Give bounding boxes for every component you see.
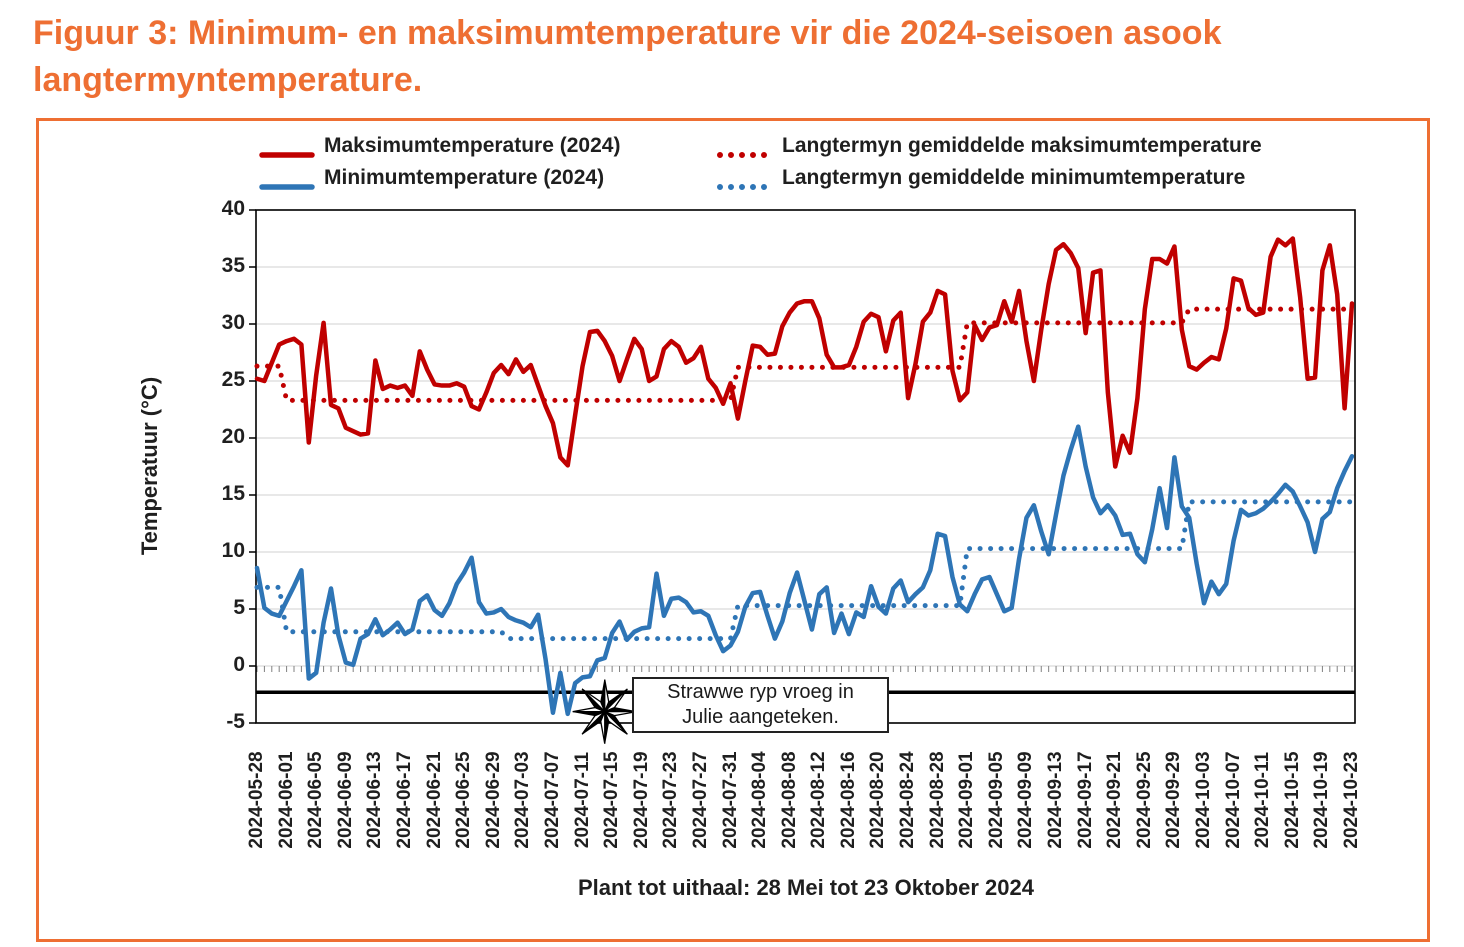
legend-label: Minimumtemperature (2024) xyxy=(324,166,605,189)
x-tick-label-2024-09-13: 2024-09-13 xyxy=(1045,751,1067,849)
x-tick-label-2024-08-04: 2024-08-04 xyxy=(749,751,771,849)
x-tick-label-2024-09-17: 2024-09-17 xyxy=(1074,751,1096,849)
x-tick-label-2024-09-05: 2024-09-05 xyxy=(985,751,1007,849)
y-tick-label-15: 15 xyxy=(221,482,245,505)
x-axis-title: Plant tot uithaal: 28 Mei tot 23 Oktober… xyxy=(578,875,1034,900)
legend-marker-min-solid-icon xyxy=(258,174,316,190)
x-tick-label-2024-09-25: 2024-09-25 xyxy=(1133,751,1155,849)
legend-marker-min-dotted-icon xyxy=(716,174,774,190)
x-tick-label-2024-10-19: 2024-10-19 xyxy=(1311,751,1333,849)
y-tick-label-30: 30 xyxy=(221,311,245,334)
frost-note-box: Strawwe ryp vroeg in Julie aangeteken. xyxy=(632,677,889,733)
y-tick-label-5: 5 xyxy=(233,596,245,619)
page-title: Figuur 3: Minimum- en maksimumtemperatur… xyxy=(33,10,1333,104)
legend-marker-max-solid-icon xyxy=(258,142,316,158)
x-tick-label-2024-08-20: 2024-08-20 xyxy=(867,751,889,849)
legend-label: Maksimumtemperature (2024) xyxy=(324,134,621,157)
x-tick-label-2024-07-03: 2024-07-03 xyxy=(512,751,534,849)
plot-border xyxy=(255,209,1356,724)
y-tick-label-0: 0 xyxy=(233,653,245,676)
series-line-longterm-max xyxy=(254,306,1355,403)
series-line-longterm-min xyxy=(254,499,1355,642)
y-tick-label--5: -5 xyxy=(226,710,245,733)
legend-row-4: Langtermyn gemiddelde minimumtemperature xyxy=(716,163,1245,193)
x-tick-label-2024-08-08: 2024-08-08 xyxy=(778,751,800,849)
legend-marker-max-dotted-icon xyxy=(716,142,774,158)
legend-item-max-2024: Maksimumtemperature (2024) xyxy=(258,134,620,158)
x-tick-label-2024-09-29: 2024-09-29 xyxy=(1163,751,1185,849)
y-tick-label-10: 10 xyxy=(221,539,245,562)
page-title-line-1: Figuur 3: Minimum- en maksimumtemperatur… xyxy=(33,14,1222,52)
y-tick-label-25: 25 xyxy=(221,368,245,391)
x-tick-label-2024-07-19: 2024-07-19 xyxy=(630,751,652,849)
x-tick-label-2024-06-17: 2024-06-17 xyxy=(393,751,415,849)
x-tick-label-2024-08-16: 2024-08-16 xyxy=(837,751,859,849)
legend-row-3: Langtermyn gemiddelde maksimumtemperatur… xyxy=(716,131,1262,161)
x-tick-label-2024-06-01: 2024-06-01 xyxy=(275,751,297,849)
x-tick-label-2024-10-03: 2024-10-03 xyxy=(1193,751,1215,849)
x-tick-label-2024-07-27: 2024-07-27 xyxy=(689,751,711,849)
x-tick-label-2024-06-13: 2024-06-13 xyxy=(364,751,386,849)
x-tick-label-2024-06-29: 2024-06-29 xyxy=(482,751,504,849)
frost-note-line-1: Strawwe ryp vroeg in xyxy=(667,681,854,703)
x-tick-label-2024-10-07: 2024-10-07 xyxy=(1222,751,1244,849)
legend-item-min-2024: Minimumtemperature (2024) xyxy=(258,166,604,190)
x-tick-label-2024-07-23: 2024-07-23 xyxy=(660,751,682,849)
frost-star-icon xyxy=(572,679,637,744)
series-line-max-2024 xyxy=(254,236,1355,469)
star-ray-light xyxy=(581,688,606,713)
legend-item-longterm-min: Langtermyn gemiddelde minimumtemperature xyxy=(716,166,1245,190)
x-tick-label-2024-09-01: 2024-09-01 xyxy=(956,751,978,849)
legend-row-1: Maksimumtemperature (2024) xyxy=(258,131,620,161)
x-tick-label-2024-08-24: 2024-08-24 xyxy=(897,751,919,849)
x-tick-label-2024-06-05: 2024-06-05 xyxy=(305,751,327,849)
x-tick-label-2024-07-15: 2024-07-15 xyxy=(601,751,623,849)
x-tick-label-2024-06-09: 2024-06-09 xyxy=(334,751,356,849)
x-tick-label-2024-07-11: 2024-07-11 xyxy=(571,751,593,849)
x-tick-label-2024-06-21: 2024-06-21 xyxy=(423,751,445,849)
legend-label: Langtermyn gemiddelde maksimumtemperatur… xyxy=(782,134,1262,157)
series-line-min-2024 xyxy=(254,424,1355,717)
page-title-line-2: langtermyntemperature. xyxy=(33,60,423,99)
y-axis-title: Temperatuur (°C) xyxy=(137,376,162,556)
x-tick-label-2024-07-31: 2024-07-31 xyxy=(719,751,741,849)
figure-frame xyxy=(36,118,1430,942)
frost-note-line-2: Julie aangeteken. xyxy=(682,706,839,728)
x-tick-label-2024-08-28: 2024-08-28 xyxy=(926,751,948,849)
x-tick-label-2024-09-09: 2024-09-09 xyxy=(1015,751,1037,849)
x-tick-label-2024-06-25: 2024-06-25 xyxy=(453,751,475,849)
x-tick-label-2024-09-21: 2024-09-21 xyxy=(1104,751,1126,849)
legend-row-2: Minimumtemperature (2024) xyxy=(258,163,604,193)
y-tick-label-35: 35 xyxy=(221,254,245,277)
x-tick-label-2024-08-12: 2024-08-12 xyxy=(808,751,830,849)
x-tick-label-2024-10-23: 2024-10-23 xyxy=(1341,751,1362,849)
x-tick-label-2024-10-11: 2024-10-11 xyxy=(1252,751,1274,849)
y-tick-label-20: 20 xyxy=(221,425,245,448)
legend-label: Langtermyn gemiddelde minimumtemperature xyxy=(782,166,1246,189)
y-tick-label-40: 40 xyxy=(221,197,245,220)
x-tick-label-2024-07-07: 2024-07-07 xyxy=(541,751,563,849)
legend-item-longterm-max: Langtermyn gemiddelde maksimumtemperatur… xyxy=(716,134,1262,158)
x-tick-label-2024-05-28: 2024-05-28 xyxy=(246,751,267,849)
x-tick-label-2024-10-15: 2024-10-15 xyxy=(1281,751,1303,849)
